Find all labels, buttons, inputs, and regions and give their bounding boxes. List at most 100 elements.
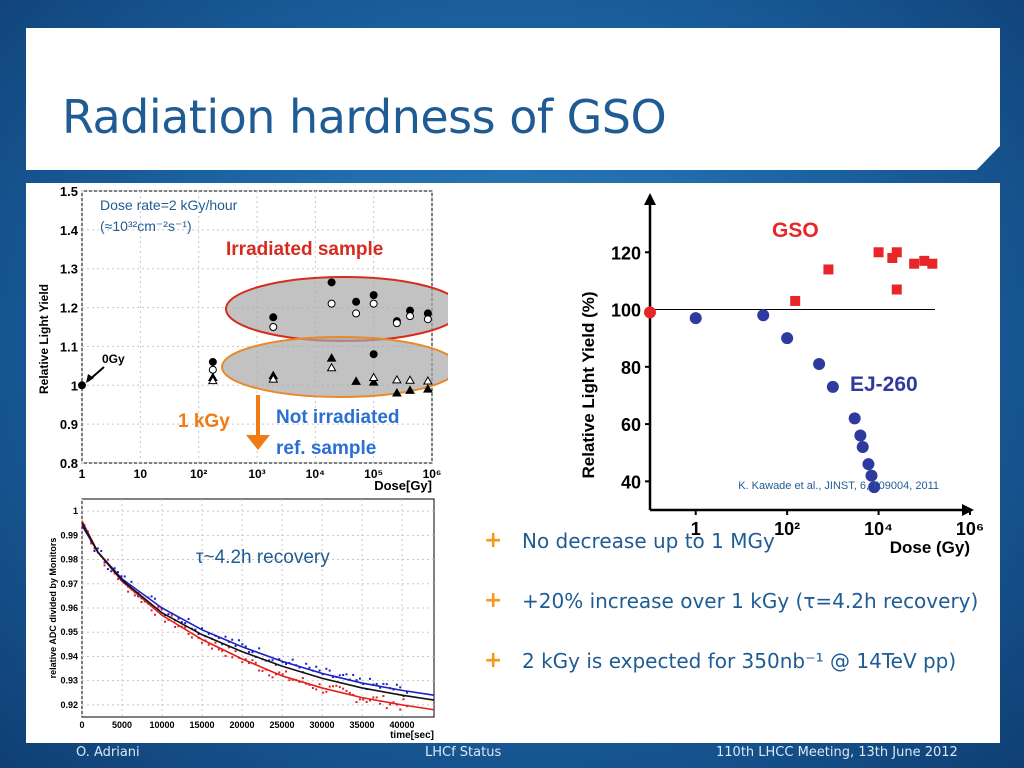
blue-data-point — [298, 666, 301, 669]
red-data-point — [389, 703, 392, 706]
red-data-point — [150, 609, 153, 612]
blue-data-point — [234, 645, 237, 648]
blue-data-point — [385, 683, 388, 686]
red-data-point — [315, 688, 318, 691]
red-data-point — [241, 661, 244, 664]
y-tick-label: 0.97 — [60, 579, 78, 589]
y-tick-label: 0.9 — [60, 417, 78, 432]
blue-data-point — [342, 674, 345, 677]
blue-data-point — [150, 595, 153, 598]
red-data-point — [221, 650, 224, 653]
x-tick-label: 10⁴ — [306, 467, 325, 481]
ej260-data-point — [854, 429, 867, 442]
gso-data-point — [790, 295, 801, 306]
blue-data-point — [332, 676, 335, 679]
data-point — [208, 357, 217, 366]
bullet-text: 2 kGy is expected for 350nb⁻¹ @ 14TeV pp… — [522, 649, 957, 673]
blue-data-point — [305, 662, 308, 665]
red-data-point — [399, 708, 402, 711]
blue-data-point — [274, 663, 277, 666]
x-tick-label: 30000 — [309, 720, 334, 730]
data-point — [326, 353, 337, 362]
gso-data-point — [919, 255, 930, 266]
red-data-point — [392, 701, 395, 704]
x-tick-label: 0 — [79, 720, 84, 730]
x-axis-label: Dose (Gy) — [890, 538, 970, 557]
ej260-data-point — [689, 312, 702, 325]
data-point — [423, 384, 433, 393]
x-tick-label: 10⁵ — [364, 467, 383, 481]
y-tick-label: 100 — [611, 301, 641, 321]
dose-rate-annotation: Dose rate=2 kGy/hour — [100, 197, 238, 213]
y-tick-label: 0.96 — [60, 603, 78, 613]
gso-data-point — [891, 284, 902, 295]
y-tick-label: 1.3 — [60, 262, 78, 277]
red-data-point — [177, 625, 180, 628]
red-data-point — [375, 696, 378, 699]
x-tick-label: 10⁶ — [423, 467, 442, 481]
data-point — [327, 278, 336, 287]
red-data-point — [268, 674, 271, 677]
red-data-point — [355, 701, 358, 704]
blue-data-point — [268, 659, 271, 662]
red-data-point — [187, 633, 190, 636]
red-data-point — [157, 605, 160, 608]
x-tick-label: 10 — [134, 467, 148, 481]
data-point — [423, 315, 432, 324]
blue-data-point — [130, 580, 133, 583]
blue-data-point — [231, 638, 234, 641]
page-title: Radiation hardness of GSO — [62, 90, 667, 144]
red-data-point — [285, 670, 287, 673]
y-axis-arrowhead — [644, 193, 656, 205]
red-data-point — [281, 673, 284, 676]
blue-data-point — [338, 674, 341, 677]
blue-data-point — [184, 622, 187, 625]
x-tick-label: 10⁴ — [864, 519, 893, 539]
gso-data-point — [927, 258, 938, 269]
red-data-point — [190, 636, 193, 639]
blue-data-point — [395, 683, 398, 686]
blue-data-point — [113, 567, 116, 570]
bullet-list: + No decrease up to 1 MGy + +20% increas… — [484, 528, 994, 708]
x-tick-label: 40000 — [389, 720, 414, 730]
red-data-point — [318, 683, 321, 686]
red-data-point — [251, 659, 254, 662]
blue-data-point — [271, 659, 274, 662]
blue-data-point — [382, 682, 385, 685]
blue-data-point — [177, 617, 180, 620]
data-point — [423, 376, 433, 385]
blue-data-point — [106, 568, 109, 571]
red-data-point — [338, 686, 341, 689]
data-point — [352, 297, 361, 306]
data-point — [392, 388, 402, 397]
footer-author: O. Adriani — [76, 745, 140, 760]
y-tick-label: 60 — [621, 415, 641, 435]
blue-data-point — [244, 645, 247, 648]
x-axis-arrowhead — [962, 504, 974, 516]
ej260-data-point — [757, 309, 770, 322]
ej260-data-point — [813, 357, 826, 370]
gso-data-point — [891, 247, 902, 258]
red-data-point — [234, 650, 237, 653]
red-data-point — [379, 702, 382, 705]
y-tick-label: 0.94 — [60, 651, 78, 661]
y-tick-label: 1.1 — [60, 339, 78, 354]
blue-data-point — [258, 647, 261, 650]
blue-data-point — [197, 633, 200, 636]
blue-data-point — [355, 679, 358, 682]
ej260-data-point — [856, 441, 869, 453]
data-point — [406, 312, 415, 321]
red-data-point — [184, 626, 187, 629]
data-point — [326, 362, 337, 372]
data-point — [78, 381, 86, 390]
data-point — [368, 372, 379, 382]
one-kgy-arrowhead — [246, 435, 270, 450]
citation: K. Kawade et al., JINST, 6, T09004, 2011 — [738, 480, 939, 492]
red-data-point — [258, 669, 261, 672]
y-tick-label: 0.8 — [60, 456, 78, 471]
y-tick-label: 0.93 — [60, 676, 78, 686]
irradiated-label: Irradiated sample — [226, 239, 383, 260]
blue-data-point — [285, 662, 287, 665]
data-point — [351, 376, 361, 385]
blue-data-point — [120, 575, 123, 578]
